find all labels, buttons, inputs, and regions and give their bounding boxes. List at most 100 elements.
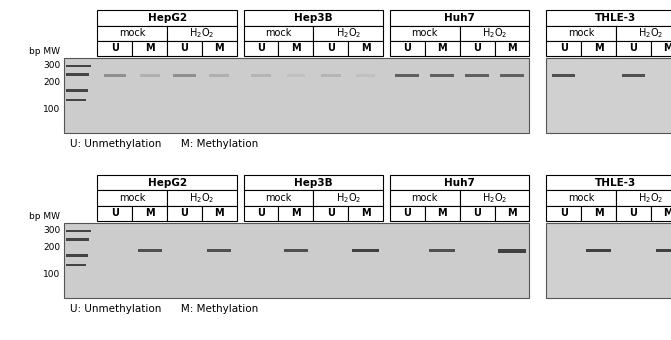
Text: M: M [507,208,517,218]
Bar [348,41,383,56]
Text: mock: mock [265,193,292,203]
Bar [138,249,162,252]
Bar [500,74,524,77]
Bar [132,206,167,221]
Text: U: U [111,208,119,218]
Bar [616,26,671,41]
Bar [546,206,581,221]
Text: U: U [473,208,481,218]
Bar [251,74,271,77]
Text: M: M [215,208,224,218]
Text: 300: 300 [43,226,60,235]
Bar [244,190,313,206]
Bar [66,73,89,76]
Bar [278,206,313,221]
Text: M: M [664,44,671,53]
Text: M: M [664,208,671,218]
Text: U: U [403,208,411,218]
Text: HepG2: HepG2 [148,178,187,188]
Text: 300: 300 [43,61,60,70]
Text: HepG2: HepG2 [148,13,187,23]
Text: H$_2$O$_2$: H$_2$O$_2$ [336,191,361,205]
Bar [104,74,126,77]
Bar [209,74,229,77]
Bar [498,249,526,253]
Bar [460,206,495,221]
Bar [616,41,651,56]
Text: M: M [291,44,301,53]
Bar [244,206,278,221]
Bar [581,206,616,221]
Text: H$_2$O$_2$: H$_2$O$_2$ [482,26,507,40]
Bar [546,175,671,190]
Bar [167,206,202,221]
Text: 100: 100 [43,270,60,279]
Text: M: M [145,208,154,218]
Text: U: U [473,44,481,53]
Bar [390,175,529,190]
Bar [313,190,383,206]
Text: U: U [180,44,189,53]
Text: mock: mock [265,28,292,38]
Bar [546,190,616,206]
Text: H$_2$O$_2$: H$_2$O$_2$ [638,26,664,40]
Bar [66,254,88,257]
Text: U: U [111,44,119,53]
Text: U: Unmethylation      M: Methylation: U: Unmethylation M: Methylation [70,304,259,314]
Text: H$_2$O$_2$: H$_2$O$_2$ [638,191,664,205]
Bar [97,190,167,206]
Bar [202,206,237,221]
Bar [616,190,671,206]
Text: U: Unmethylation      M: Methylation: U: Unmethylation M: Methylation [70,139,259,149]
Bar [622,74,645,77]
Bar [546,41,581,56]
Text: H$_2$O$_2$: H$_2$O$_2$ [482,191,507,205]
Bar [66,99,86,101]
Bar [348,206,383,221]
Bar [278,41,313,56]
Bar [66,65,91,67]
Text: M: M [437,208,447,218]
Text: mock: mock [119,28,146,38]
Bar [173,74,195,77]
Text: Hep3B: Hep3B [294,178,333,188]
Bar [244,26,313,41]
Bar [352,249,379,252]
Bar [390,26,460,41]
Bar [313,41,348,56]
Bar [97,41,132,56]
Bar [651,41,671,56]
Text: mock: mock [568,193,595,203]
Text: U: U [180,208,189,218]
Bar [202,41,237,56]
Bar [546,223,671,298]
Text: H$_2$O$_2$: H$_2$O$_2$ [189,191,215,205]
Text: M: M [291,208,301,218]
Bar [390,206,425,221]
Bar [140,74,160,77]
Text: U: U [257,208,265,218]
Text: M: M [361,44,370,53]
Bar [460,26,529,41]
Text: U: U [560,208,568,218]
Text: U: U [257,44,265,53]
Text: M: M [594,208,603,218]
Bar [167,26,237,41]
Bar [244,175,383,190]
Text: M: M [215,44,224,53]
Bar [313,26,383,41]
Text: Huh7: Huh7 [444,178,475,188]
Bar [546,58,671,133]
Text: mock: mock [568,28,595,38]
Bar [244,10,383,26]
Bar [460,41,495,56]
Bar [356,74,375,76]
Bar [64,223,529,298]
Bar [465,74,489,77]
Text: U: U [629,44,637,53]
Text: U: U [327,44,335,53]
Bar [460,190,529,206]
Bar [586,249,611,252]
Bar [425,41,460,56]
Bar [284,249,308,252]
